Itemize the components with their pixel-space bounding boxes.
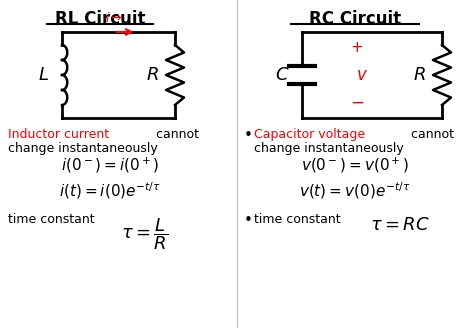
Text: •: • xyxy=(244,128,253,143)
Text: $\tau = \dfrac{L}{R}$: $\tau = \dfrac{L}{R}$ xyxy=(121,216,169,252)
Text: $v(0^-) = v(0^+)$: $v(0^-) = v(0^+)$ xyxy=(301,156,409,175)
Text: $i(t) = i(0)e^{-t/\tau}$: $i(t) = i(0)e^{-t/\tau}$ xyxy=(59,180,161,201)
Text: −: − xyxy=(350,94,364,112)
Text: R: R xyxy=(147,66,159,84)
Text: time constant: time constant xyxy=(8,213,95,226)
Text: change instantaneously: change instantaneously xyxy=(254,142,404,155)
Text: time constant: time constant xyxy=(254,213,341,226)
Text: $i\rightarrow$: $i\rightarrow$ xyxy=(105,11,122,25)
Text: Capacitor voltage: Capacitor voltage xyxy=(254,128,365,141)
Text: $v(t) = v(0)e^{-t/\tau}$: $v(t) = v(0)e^{-t/\tau}$ xyxy=(299,180,411,201)
Text: $i(0^-) = i(0^+)$: $i(0^-) = i(0^+)$ xyxy=(61,156,159,175)
Text: C: C xyxy=(276,66,288,84)
Text: L: L xyxy=(39,66,49,84)
Text: •: • xyxy=(244,213,253,228)
Text: +: + xyxy=(351,39,364,54)
Text: R: R xyxy=(414,66,426,84)
Text: $v$: $v$ xyxy=(356,66,368,84)
Text: cannot: cannot xyxy=(407,128,454,141)
Text: change instantaneously: change instantaneously xyxy=(8,142,158,155)
Text: $\tau = RC$: $\tau = RC$ xyxy=(370,216,430,234)
Text: RL Circuit: RL Circuit xyxy=(55,10,145,28)
Text: RC Circuit: RC Circuit xyxy=(309,10,401,28)
Text: Inductor current: Inductor current xyxy=(8,128,109,141)
Text: cannot: cannot xyxy=(152,128,199,141)
